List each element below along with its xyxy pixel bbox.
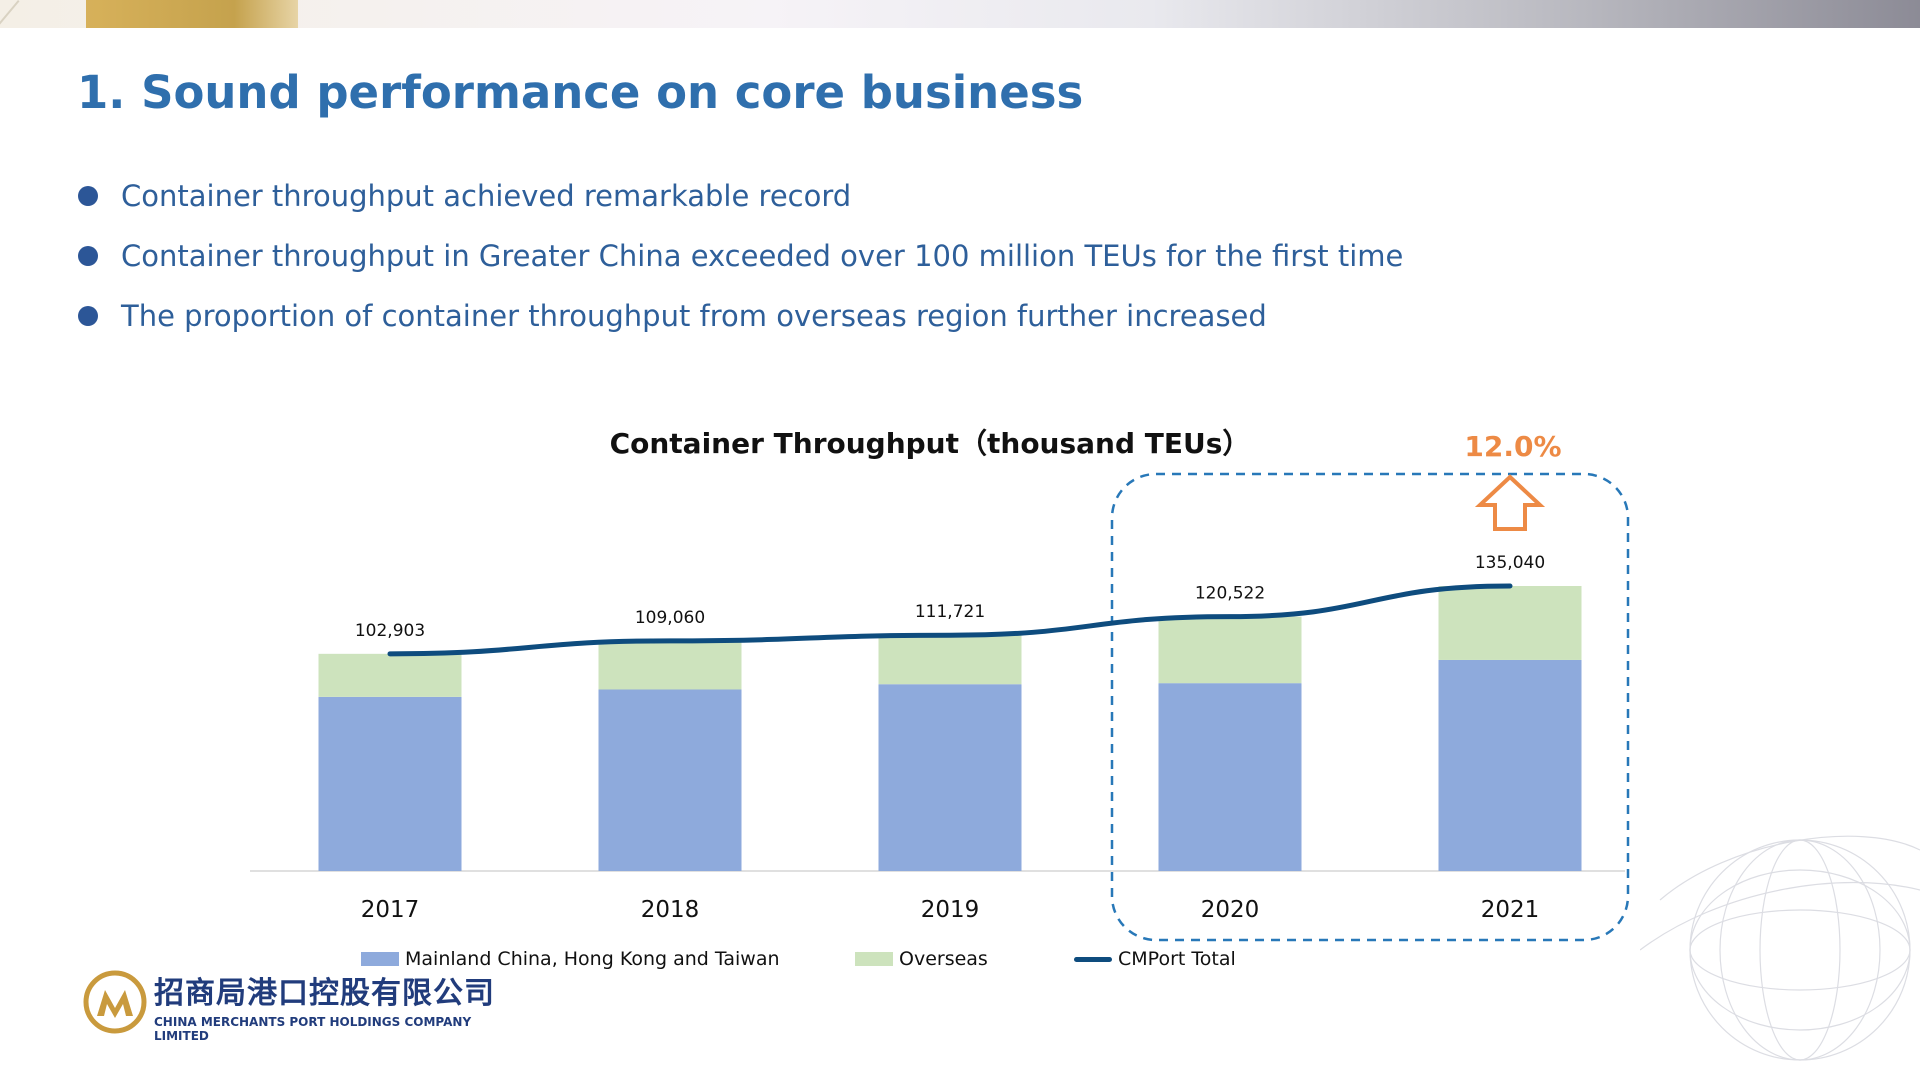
data-label-2020: 120,522 [1195, 584, 1265, 604]
x-tick-label-2021: 2021 [1481, 897, 1540, 923]
data-label-2017: 102,903 [355, 621, 425, 641]
up-arrow-icon [1474, 474, 1546, 531]
bullet-item: The proportion of container throughput f… [78, 296, 1403, 356]
data-label-2018: 109,060 [635, 608, 705, 628]
bar-overseas-2018 [598, 640, 742, 690]
bullet-text: Container throughput achieved remarkable… [121, 179, 852, 213]
legend-item-mainland: Mainland China, Hong Kong and Taiwan [361, 948, 780, 970]
bullet-dot-icon [78, 246, 98, 266]
top-decorative-band [0, 0, 1920, 28]
bar-mainland-2019 [878, 684, 1022, 871]
bullet-item: Container throughput in Greater China ex… [78, 236, 1403, 296]
legend-swatch-mainland [361, 952, 399, 966]
decorative-globe-icon [1640, 835, 1920, 1061]
bullet-text: The proportion of container throughput f… [121, 299, 1267, 333]
data-label-2021: 135,040 [1475, 553, 1545, 573]
growth-annotation: 12.0% [1464, 430, 1561, 463]
bullet-dot-icon [78, 186, 98, 206]
legend-label-mainland: Mainland China, Hong Kong and Taiwan [405, 948, 780, 970]
slide-title: 1. Sound performance on core business [77, 66, 1084, 119]
logo-english-name: CHINA MERCHANTS PORT HOLDINGS COMPANY LI… [154, 1015, 472, 1043]
gold-accent-block [86, 0, 298, 28]
logo-chinese-name: 招商局港口控股有限公司 [154, 976, 495, 1011]
x-tick-label-2017: 2017 [361, 897, 420, 923]
bar-overseas-2021 [1438, 586, 1582, 660]
legend-label-overseas: Overseas [899, 948, 988, 970]
bar-overseas-2020 [1158, 616, 1302, 684]
x-tick-label-2019: 2019 [921, 897, 980, 923]
chart-title: Container Throughput（thousand TEUs） [609, 427, 1251, 460]
highlight-box [1110, 472, 1630, 942]
x-tick-label-2018: 2018 [641, 897, 700, 923]
data-label-2019: 111,721 [915, 602, 985, 622]
chart-legend: Mainland China, Hong Kong and Taiwan Ove… [0, 948, 1920, 978]
legend-item-overseas: Overseas [855, 948, 988, 970]
bullet-text: Container throughput in Greater China ex… [121, 239, 1404, 273]
bar-mainland-2017 [318, 696, 462, 871]
total-line [387, 583, 1513, 657]
bar-mainland-2018 [598, 689, 742, 871]
company-logo: 招商局港口控股有限公司 CHINA MERCHANTS PORT HOLDING… [83, 968, 503, 1043]
bar-overseas-2019 [878, 635, 1022, 685]
bar-mainland-2020 [1158, 683, 1302, 871]
legend-label-total: CMPort Total [1118, 948, 1236, 970]
cmport-logo-icon [83, 970, 147, 1034]
x-tick-label-2020: 2020 [1201, 897, 1260, 923]
legend-swatch-overseas [855, 952, 893, 966]
bullet-item: Container throughput achieved remarkable… [78, 176, 1403, 236]
bar-overseas-2017 [318, 653, 462, 697]
legend-item-total: CMPort Total [1074, 948, 1236, 970]
bullet-dot-icon [78, 306, 98, 326]
bullet-list: Container throughput achieved remarkable… [78, 176, 1403, 356]
legend-swatch-total [1074, 956, 1112, 962]
bar-mainland-2021 [1438, 659, 1582, 871]
